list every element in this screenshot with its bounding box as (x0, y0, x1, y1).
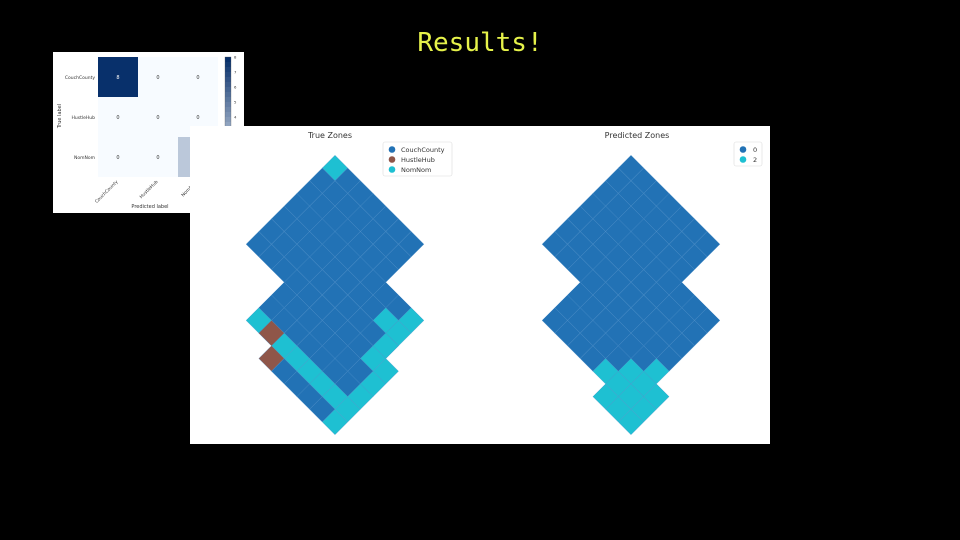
true-zones-legend: CouchCounty HustleHub NomNom (382, 141, 453, 177)
slide-title: Results! (417, 28, 543, 58)
cm-x-tick-label: CouchCounty (94, 179, 120, 205)
zone-cell (592, 383, 619, 410)
cm-y-tick-label: CouchCounty (65, 75, 95, 81)
cm-cell (98, 97, 138, 137)
cm-cell (138, 97, 178, 137)
colorbar-tick-label: 4 (234, 115, 237, 120)
legend-label-hustlehub: HustleHub (401, 156, 435, 164)
predicted-zones-legend: 0 2 (733, 141, 763, 167)
zone-cell (372, 307, 399, 334)
cm-xlabel: Predicted label (131, 204, 168, 210)
legend-label-2: 2 (753, 156, 757, 164)
cm-cell (138, 137, 178, 177)
colorbar-tick-label: 5 (234, 100, 237, 105)
cm-y-tick-label: HustleHub (72, 115, 96, 121)
colorbar-tick-label: 7 (234, 70, 237, 75)
cm-cell-value: 0 (196, 75, 199, 81)
legend-marker-couchcounty (388, 146, 396, 153)
zone-cell (643, 383, 670, 410)
zones-chart: True Zones Predicted Zones CouchCounty H… (245, 131, 763, 435)
true-zones-title: True Zones (307, 131, 352, 140)
cm-cell (98, 57, 138, 97)
cm-cell-value: 8 (116, 75, 119, 81)
cm-ylabel: True label (57, 104, 63, 129)
zone-cell (372, 358, 399, 385)
legend-marker-2 (739, 156, 747, 163)
legend-label-0: 0 (753, 146, 757, 154)
true-zones-map (245, 155, 425, 435)
colorbar-tick-label: 8 (234, 55, 237, 60)
legend-marker-0 (739, 146, 747, 153)
legend-marker-hustlehub (388, 156, 396, 163)
cm-cell (138, 57, 178, 97)
cm-cell-value: 0 (156, 75, 159, 81)
zone-cell (372, 332, 399, 359)
zones-panel: True Zones Predicted Zones CouchCounty H… (190, 126, 770, 444)
legend-label-couchcounty: CouchCounty (401, 146, 445, 154)
cm-y-tick-label: NomNom (74, 155, 95, 161)
cm-cell-value: 0 (156, 115, 159, 121)
cm-cell-value: 0 (116, 155, 119, 161)
cm-cell (98, 137, 138, 177)
predicted-zones-map (541, 155, 721, 435)
cm-cell (178, 57, 218, 97)
cm-cell-value: 0 (156, 155, 159, 161)
legend-marker-nomnom (388, 166, 396, 173)
cm-x-tick-label: HustleHub (139, 179, 160, 200)
colorbar-tick-label: 6 (234, 85, 237, 90)
legend-label-nomnom: NomNom (401, 166, 431, 174)
cm-cell-value: 0 (196, 115, 199, 121)
cm-cell-value: 0 (116, 115, 119, 121)
predicted-zones-title: Predicted Zones (605, 131, 670, 140)
